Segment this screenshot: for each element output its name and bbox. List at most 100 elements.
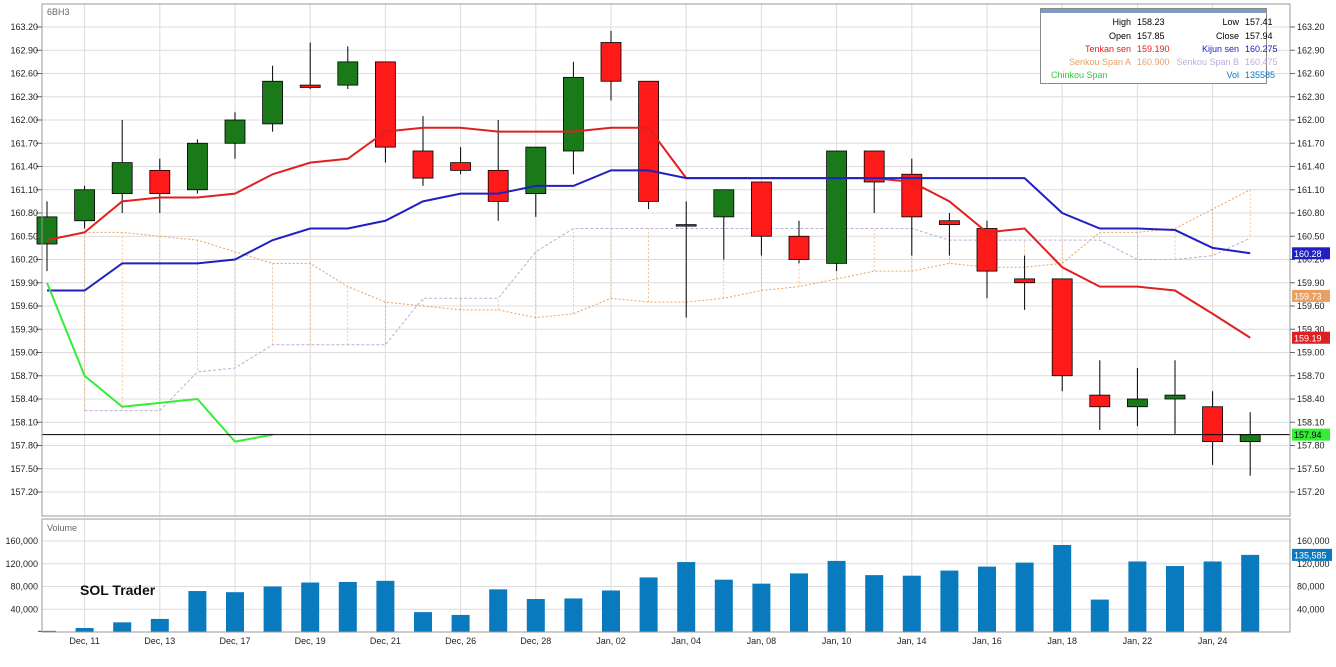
volume-bar — [940, 570, 959, 632]
y-tick-label-left: 162.90 — [10, 45, 38, 55]
x-tick-label: Jan, 02 — [596, 636, 626, 646]
high-label: High — [1112, 17, 1131, 27]
candle-down — [976, 228, 998, 272]
candle-up — [337, 61, 359, 86]
y-tick-label-right: 162.00 — [1297, 115, 1325, 125]
y-tick-label-left: 162.30 — [10, 92, 38, 102]
y-tick-label-right: 158.10 — [1297, 417, 1325, 427]
y-tick-label-right: 160.20 — [1297, 255, 1325, 265]
candle-up — [1127, 398, 1148, 408]
volume-panel-label: Volume — [47, 523, 77, 533]
kijun-price-tag-bg — [1292, 247, 1330, 260]
tenkan-price-tag: 159.19 — [1294, 333, 1322, 343]
volume-bar — [752, 583, 771, 632]
candle-down — [1089, 394, 1111, 408]
x-tick-label: Jan, 22 — [1123, 636, 1153, 646]
volume-tick-label-left: 40,000 — [10, 604, 38, 614]
tenkan-price-tag-bg — [1292, 331, 1330, 344]
y-tick-label-left: 159.30 — [10, 324, 38, 334]
candle-up — [262, 80, 284, 125]
y-tick-label-left: 160.50 — [10, 231, 38, 241]
volume-bar — [150, 618, 169, 632]
span-b-label: Senkou Span B — [1176, 57, 1239, 67]
y-tick-label-left: 159.90 — [10, 278, 38, 288]
volume-bar — [1015, 562, 1034, 632]
y-tick-label-left: 161.10 — [10, 185, 38, 195]
y-tick-label-right: 158.40 — [1297, 394, 1325, 404]
candle-up — [74, 189, 95, 222]
candle-down — [487, 169, 509, 202]
volume-bar — [865, 575, 884, 632]
y-tick-label-right: 159.30 — [1297, 324, 1325, 334]
senkou-span-b-line — [84, 228, 1251, 412]
y-tick-label-right: 159.90 — [1297, 278, 1325, 288]
volume-tick-label-left: 160,000 — [5, 536, 38, 546]
candle-up — [675, 224, 697, 227]
y-tick-label-left: 160.80 — [10, 208, 38, 218]
close-value: 157.94 — [1245, 31, 1273, 41]
volume-tick-label-left: 80,000 — [10, 582, 38, 592]
x-tick-label: Jan, 24 — [1198, 636, 1228, 646]
volume-bar — [414, 612, 432, 632]
open-value: 157.85 — [1137, 31, 1165, 41]
volume-bar — [489, 589, 508, 632]
ohlc-info-panel: High 158.23 Low 157.41 Open 157.85 Close… — [1040, 8, 1278, 84]
span-a-label: Senkou Span A — [1068, 57, 1131, 67]
candle-down — [450, 162, 472, 171]
y-tick-label-right: 161.40 — [1297, 162, 1325, 172]
volume-bar — [1166, 566, 1184, 632]
y-tick-label-left: 157.20 — [10, 487, 38, 497]
volume-bar — [978, 566, 996, 632]
x-tick-label: Jan, 16 — [972, 636, 1002, 646]
open-label: Open — [1108, 31, 1131, 41]
volume-bar — [376, 580, 395, 632]
volume-series — [38, 544, 1260, 632]
watermark: SOL Trader — [80, 582, 156, 598]
y-tick-label-left: 157.50 — [10, 464, 38, 474]
candle-up — [713, 189, 735, 218]
candle-up — [1164, 394, 1186, 400]
volume-bar — [602, 590, 620, 632]
candle-down — [638, 80, 659, 202]
indicator-lines — [42, 126, 1290, 443]
volume-bar — [1241, 554, 1260, 632]
volume-bar — [714, 579, 733, 632]
y-tick-label-right: 157.20 — [1297, 487, 1325, 497]
volume-tick-label-right: 40,000 — [1297, 604, 1325, 614]
y-tick-label-left: 159.60 — [10, 301, 38, 311]
volume-bar — [451, 614, 470, 632]
close-price-tag-bg — [1292, 428, 1330, 441]
y-tick-label-right: 159.60 — [1297, 301, 1325, 311]
y-tick-label-left: 160.20 — [10, 255, 38, 265]
volume-bar — [790, 573, 808, 632]
candle-up — [563, 76, 584, 152]
vol-label: Vol — [1226, 70, 1239, 80]
volume-bar — [677, 562, 696, 632]
x-tick-label: Dec, 11 — [69, 636, 99, 646]
volume-bar — [1128, 561, 1147, 632]
span-a-price-tag-bg — [1292, 289, 1330, 302]
volume-bar — [38, 630, 56, 632]
volume-bar — [338, 581, 357, 632]
y-tick-label-right: 163.20 — [1297, 22, 1325, 32]
volume-tick-label-right: 120,000 — [1297, 559, 1330, 569]
candle-down — [600, 42, 622, 82]
x-tick-label: Dec, 26 — [445, 636, 476, 646]
chikou-span-line — [46, 282, 273, 443]
y-tick-label-right: 160.50 — [1297, 231, 1325, 241]
span-a-price-tag: 159.73 — [1294, 291, 1322, 301]
y-tick-label-right: 161.10 — [1297, 185, 1325, 195]
close-label: Close — [1215, 31, 1239, 41]
x-tick-label: Jan, 04 — [671, 636, 701, 646]
x-tick-label: Jan, 14 — [897, 636, 927, 646]
y-tick-label-right: 157.80 — [1297, 441, 1325, 451]
candle-down — [374, 61, 396, 148]
candle-down — [1014, 278, 1035, 284]
y-tick-label-left: 158.10 — [10, 417, 38, 427]
x-tick-label: Jan, 10 — [822, 636, 852, 646]
volume-bar — [526, 599, 545, 632]
candle-down — [788, 235, 810, 260]
volume-bar — [1090, 599, 1109, 632]
y-tick-label-left: 158.40 — [10, 394, 38, 404]
